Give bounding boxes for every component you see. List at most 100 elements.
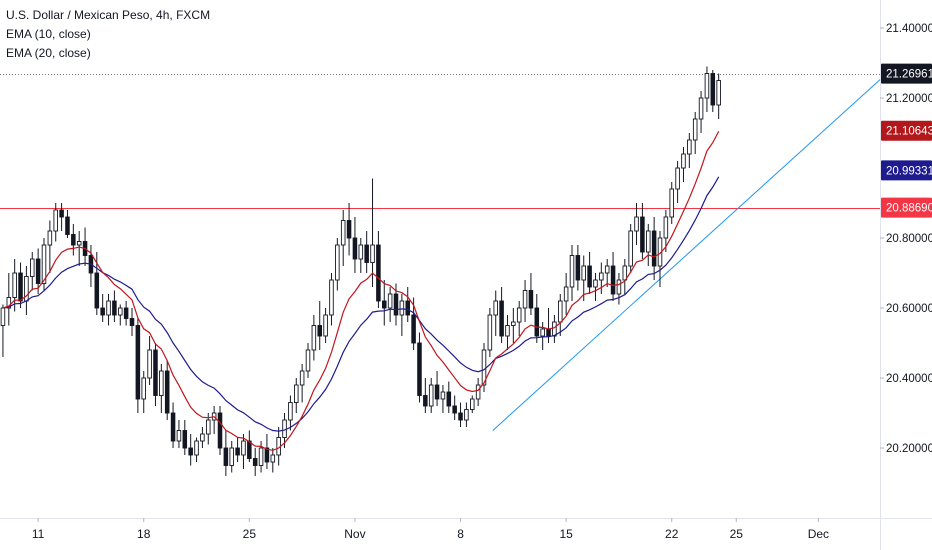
candle (505, 315, 510, 350)
candle-body (376, 244, 381, 302)
candle-body (692, 118, 698, 141)
candle (364, 231, 369, 273)
legend-ema-slow[interactable]: EMA (20, close) (6, 46, 91, 60)
candle (194, 437, 199, 462)
candle-body (311, 325, 317, 351)
candle (640, 203, 645, 259)
candle (552, 315, 557, 343)
price-label-text: 21.26961 (886, 69, 932, 81)
candle (628, 224, 633, 273)
candle (622, 259, 628, 294)
candle (593, 273, 598, 301)
candle-body (288, 402, 293, 421)
candle (323, 308, 328, 343)
candle (24, 266, 29, 315)
price-label-tag: 20.88690 (881, 197, 932, 218)
candle (675, 161, 680, 203)
candle-body (393, 293, 399, 316)
candle (258, 441, 264, 473)
candle (540, 322, 545, 350)
candle-body (170, 412, 176, 442)
candle-body (493, 300, 499, 316)
candle (12, 259, 17, 312)
candle-body (487, 314, 493, 351)
candle (528, 273, 534, 315)
price-label-bg (881, 63, 932, 84)
candle (681, 147, 686, 182)
candle-body (94, 272, 100, 309)
candle (288, 395, 293, 431)
candle (651, 217, 657, 280)
candle-body (610, 265, 616, 295)
candle (687, 133, 692, 168)
candle (575, 245, 581, 291)
candle (663, 210, 669, 252)
candle-body (528, 290, 534, 309)
candle-body (117, 307, 123, 316)
candle-body (464, 409, 469, 421)
candle-body (229, 447, 235, 466)
candle-body (135, 325, 141, 400)
candle-body (29, 258, 35, 277)
candle (59, 203, 64, 231)
candle-body (593, 279, 598, 288)
price-label-text: 20.88690 (886, 203, 932, 215)
candle (381, 280, 387, 326)
price-tick-label: 20.80000 (886, 233, 932, 245)
candle-body (41, 244, 47, 284)
candle-body (681, 153, 686, 169)
candle (704, 66, 710, 112)
candle (235, 437, 240, 462)
candle (464, 402, 469, 427)
candle-body (35, 258, 41, 284)
candle (469, 395, 475, 413)
candle (211, 406, 217, 434)
candle (188, 434, 193, 466)
legend-ema-fast[interactable]: EMA (10, close) (6, 27, 91, 41)
candle-body (540, 328, 545, 337)
candle-body (417, 342, 422, 396)
candle-body (65, 216, 70, 235)
trendline-layer[interactable] (492, 76, 884, 431)
candle (159, 364, 164, 413)
candle-body (434, 384, 440, 400)
candle (299, 364, 305, 403)
legend: U.S. Dollar / Mexican Peso, 4h, FXCM EMA… (6, 6, 210, 63)
candle-body (53, 209, 59, 232)
candle (452, 395, 457, 420)
candle-body (499, 300, 504, 337)
candle (129, 308, 135, 336)
candle-body (153, 349, 158, 396)
candle (399, 294, 405, 336)
candle (41, 238, 47, 291)
candle (446, 381, 452, 413)
candle (0, 304, 6, 357)
candle-body (622, 265, 628, 281)
candle-body (557, 300, 563, 323)
candle (252, 448, 258, 476)
candle (370, 178, 375, 287)
price-label-bg (881, 160, 932, 181)
legend-symbol[interactable]: U.S. Dollar / Mexican Peso, 4h, FXCM (6, 8, 211, 22)
ema-lines (2, 131, 720, 451)
candle (29, 252, 35, 291)
candle-body (252, 458, 258, 466)
candle (305, 343, 311, 378)
candle (135, 318, 141, 413)
candle (487, 308, 493, 357)
candle (610, 252, 616, 301)
candle (182, 420, 188, 455)
candle-body (534, 307, 540, 337)
candle (423, 378, 428, 413)
candle (123, 301, 129, 326)
candle (53, 203, 59, 242)
time-tick-label: Nov (344, 527, 365, 541)
candle-body (106, 300, 111, 316)
time-tick-label: 11 (32, 527, 45, 541)
candle-body (317, 325, 323, 337)
candle (88, 245, 94, 287)
candle-body (164, 370, 170, 414)
candle (164, 360, 170, 420)
